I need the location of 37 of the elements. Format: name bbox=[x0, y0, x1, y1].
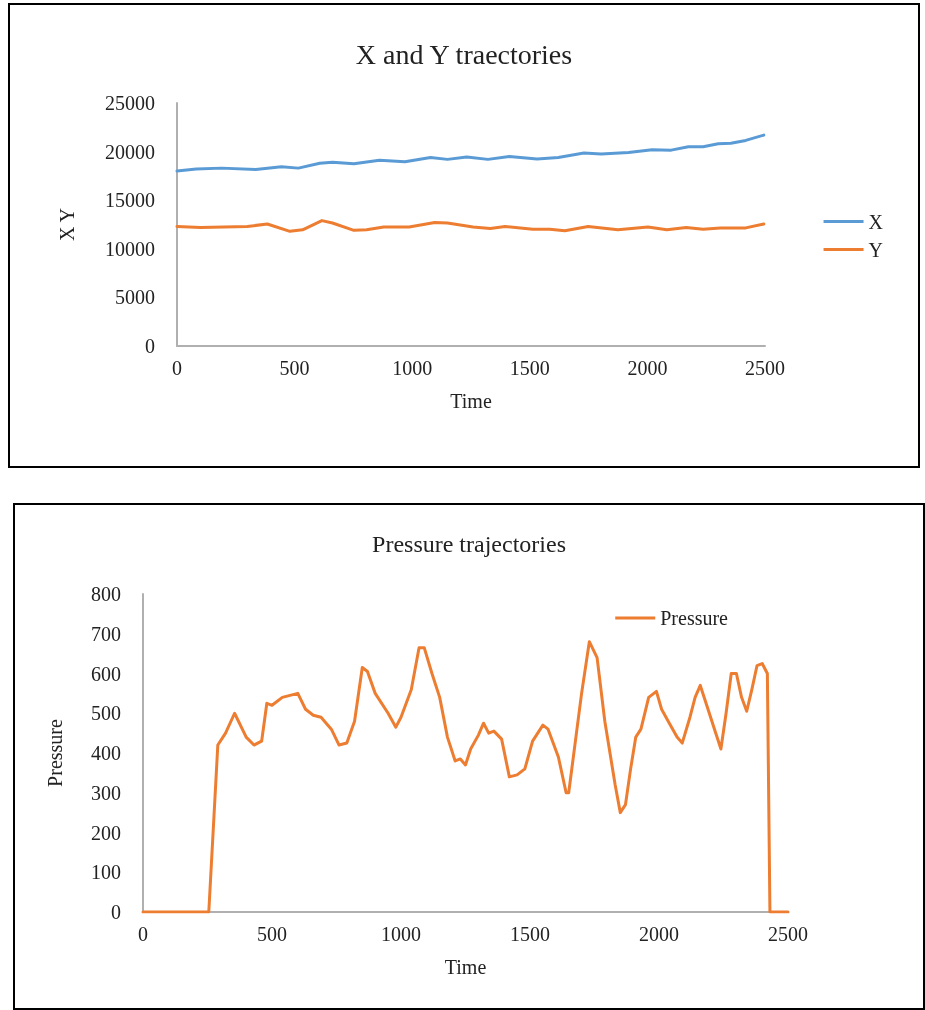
y-tick-label: 20000 bbox=[105, 140, 155, 163]
y-tick-label: 15000 bbox=[105, 189, 155, 212]
x-tick-label: 500 bbox=[257, 923, 287, 945]
y-tick-label: 500 bbox=[91, 702, 121, 725]
legend-label: Pressure bbox=[660, 607, 729, 629]
x-tick-label: 1500 bbox=[510, 923, 550, 945]
x-tick-label: 2500 bbox=[768, 923, 808, 945]
y-tick-label: 25000 bbox=[105, 92, 155, 114]
x-tick-label: 1000 bbox=[392, 357, 433, 379]
y-tick-label: 10000 bbox=[105, 237, 155, 260]
y-tick-label: 300 bbox=[91, 781, 121, 804]
y-tick-label: 5000 bbox=[115, 286, 155, 309]
y-tick-label: 100 bbox=[91, 861, 121, 884]
x-tick-label: 1500 bbox=[509, 357, 550, 379]
line-series bbox=[175, 133, 766, 173]
chart-title: Pressure trajectories bbox=[372, 531, 566, 557]
y-tick-label: 800 bbox=[91, 583, 121, 605]
x-tick-label: 0 bbox=[172, 357, 182, 379]
x-axis-title: Time bbox=[444, 956, 487, 978]
y-tick-label: 400 bbox=[91, 742, 121, 764]
legend-label: X bbox=[868, 210, 884, 233]
line-series bbox=[175, 219, 766, 233]
legend-label: Y bbox=[868, 238, 884, 261]
y-tick-label: 0 bbox=[145, 335, 155, 357]
chart-title: X and Y traectories bbox=[355, 38, 573, 70]
y-tick-label: 700 bbox=[91, 622, 121, 645]
x-axis-title: Time bbox=[450, 390, 492, 412]
x-tick-label: 500 bbox=[279, 357, 310, 379]
y-tick-label: 200 bbox=[91, 821, 121, 844]
y-axis-title: X Y bbox=[56, 207, 78, 242]
x-tick-label: 1000 bbox=[381, 923, 421, 945]
x-tick-label: 2000 bbox=[639, 923, 679, 945]
y-axis-title: Pressure bbox=[44, 719, 66, 787]
x-tick-label: 2000 bbox=[627, 357, 668, 379]
y-tick-label: 0 bbox=[111, 901, 121, 923]
y-tick-label: 600 bbox=[91, 662, 121, 685]
x-tick-label: 2500 bbox=[745, 357, 785, 379]
